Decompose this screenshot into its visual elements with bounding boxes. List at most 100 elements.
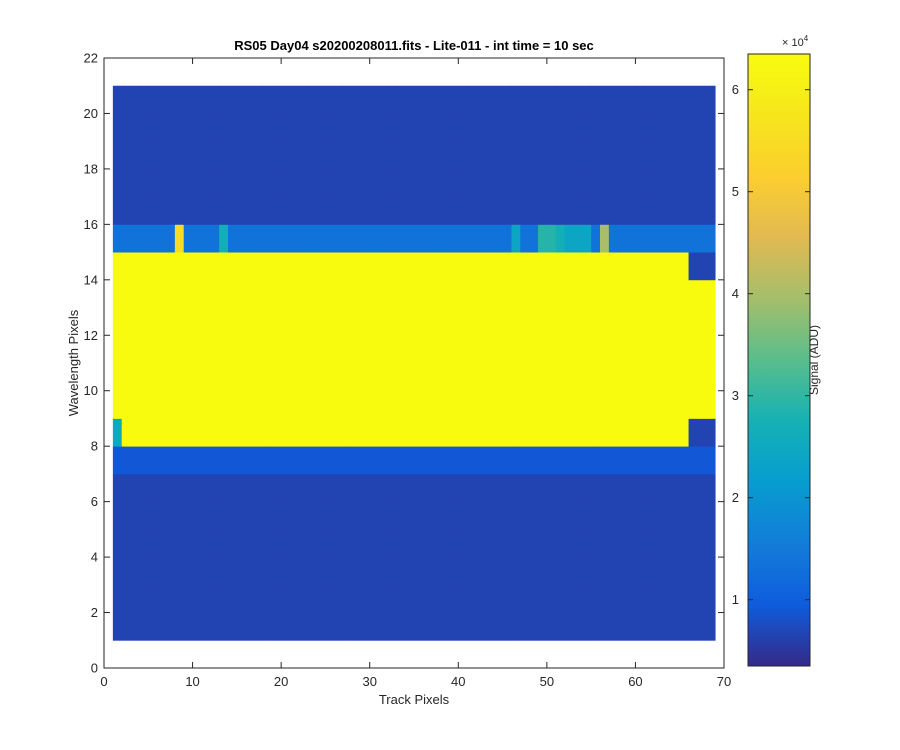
heatmap-cell — [546, 307, 557, 336]
heatmap-cell — [174, 557, 185, 586]
heatmap-cell — [697, 390, 707, 419]
heatmap-cell — [112, 196, 123, 225]
heatmap-cell — [334, 390, 344, 419]
heatmap-cell — [281, 501, 291, 530]
heatmap-cell — [263, 224, 273, 253]
heatmap-cell — [582, 612, 592, 641]
heatmap-cell — [414, 252, 424, 281]
heatmap-cell — [653, 612, 663, 641]
heatmap-cell — [139, 279, 149, 308]
heatmap-cell — [449, 113, 459, 142]
heatmap-cell — [626, 529, 636, 558]
heatmap-cell — [281, 307, 291, 336]
heatmap-cell — [192, 363, 202, 392]
heatmap-cell — [617, 557, 627, 586]
heatmap-cell — [210, 141, 220, 170]
heatmap-cell — [697, 113, 707, 142]
heatmap-cell — [617, 224, 627, 253]
heatmap-cell — [493, 279, 503, 308]
heatmap-cell — [538, 307, 548, 336]
heatmap-cell — [538, 390, 548, 419]
heatmap-cell — [422, 446, 433, 475]
heatmap-cell — [352, 446, 362, 475]
heatmap-cell — [431, 196, 441, 225]
heatmap-cell — [298, 501, 309, 530]
axes-box — [103, 57, 725, 669]
heatmap-cell — [130, 557, 140, 586]
heatmap-cell — [192, 446, 202, 475]
heatmap-cell — [511, 279, 521, 308]
heatmap-cell — [121, 584, 131, 613]
heatmap-cell — [157, 529, 167, 558]
heatmap-cell — [157, 612, 167, 641]
heatmap-cell — [467, 113, 477, 142]
heatmap-cell — [272, 390, 282, 419]
heatmap-cell — [334, 473, 344, 503]
heatmap-cell — [635, 501, 645, 530]
heatmap-cell — [201, 363, 211, 392]
heatmap-cell — [422, 279, 433, 308]
heatmap-cell — [201, 168, 211, 198]
heatmap-cell — [440, 557, 450, 586]
heatmap-cell — [679, 279, 689, 308]
heatmap-cell — [307, 501, 317, 530]
heatmap-cell — [502, 307, 512, 336]
heatmap-cell — [139, 196, 149, 225]
heatmap-cell — [157, 335, 167, 364]
colorbar-label: Signal (ADU) — [807, 325, 821, 395]
heatmap-cell — [130, 501, 140, 530]
heatmap-cell — [706, 418, 716, 447]
y-axis: 0 2 4 6 8 10 12 14 16 18 20 22 — [84, 51, 724, 676]
heatmap-cell — [369, 473, 379, 503]
heatmap-cell — [431, 224, 441, 253]
heatmap-cell — [564, 473, 574, 503]
y-tick-label: 16 — [84, 217, 98, 232]
heatmap-cell — [493, 252, 503, 281]
heatmap-cell — [166, 224, 176, 253]
heatmap-cell — [405, 363, 415, 392]
heatmap-cell — [343, 168, 353, 198]
heatmap-cell — [157, 279, 167, 308]
heatmap-cell — [608, 557, 619, 586]
heatmap-cell — [166, 446, 176, 475]
heatmap-cell — [573, 584, 583, 613]
heatmap-cell — [582, 529, 592, 558]
heatmap-cell — [219, 473, 229, 503]
heatmap-cell — [493, 363, 503, 392]
heatmap-cell — [263, 279, 273, 308]
heatmap-cell — [325, 390, 335, 419]
heatmap-cell — [272, 168, 282, 198]
heatmap-cell — [440, 85, 450, 114]
heatmap-cell — [431, 307, 441, 336]
heatmap-cell — [254, 473, 264, 503]
heatmap-cell — [617, 363, 627, 392]
heatmap-cell — [688, 529, 698, 558]
y-tick-label: 18 — [84, 161, 98, 176]
heatmap-cell — [219, 446, 229, 475]
heatmap-cell — [290, 363, 300, 392]
heatmap-cell — [219, 612, 229, 641]
heatmap-cell — [467, 196, 477, 225]
heatmap-cell — [582, 557, 592, 586]
heatmap-cell — [245, 196, 255, 225]
heatmap-cell — [582, 279, 592, 308]
heatmap-cell — [290, 473, 300, 503]
heatmap-cell — [564, 224, 574, 253]
heatmap-cell — [555, 612, 565, 641]
heatmap-cell — [405, 168, 415, 198]
heatmap-cell — [679, 224, 689, 253]
heatmap-cell — [467, 501, 477, 530]
heatmap-cell — [121, 224, 131, 253]
heatmap-cell — [626, 307, 636, 336]
heatmap-cell — [263, 529, 273, 558]
heatmap-cell — [316, 141, 326, 170]
heatmap-cell — [608, 529, 619, 558]
heatmap-cell — [334, 501, 344, 530]
heatmap-cell — [626, 612, 636, 641]
heatmap-cell — [236, 279, 247, 308]
heatmap-cell — [387, 224, 397, 253]
heatmap-cell — [174, 584, 185, 613]
heatmap-cell — [706, 141, 716, 170]
heatmap-cell — [582, 196, 592, 225]
heatmap-cell — [573, 446, 583, 475]
